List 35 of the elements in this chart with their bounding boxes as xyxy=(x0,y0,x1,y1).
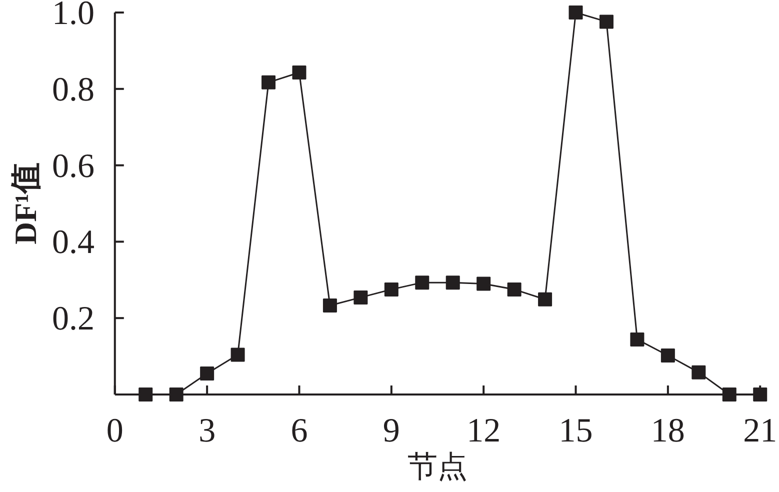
point xyxy=(630,332,644,346)
point xyxy=(568,6,583,20)
point xyxy=(722,387,736,402)
point xyxy=(230,348,245,362)
y-tick-label: 1.0 xyxy=(52,0,94,32)
point xyxy=(538,292,552,306)
point xyxy=(169,387,184,402)
point xyxy=(384,282,398,296)
point xyxy=(354,290,368,304)
y-tick-label: 0.2 xyxy=(52,300,94,338)
point xyxy=(138,387,153,402)
x-tick-label: 0 xyxy=(106,412,124,450)
y-tick-label: 0.8 xyxy=(52,71,94,108)
y-axis-title: DF¹值 xyxy=(8,162,43,244)
x-tick-label: 18 xyxy=(650,412,685,450)
x-tick-label: 6 xyxy=(290,412,308,450)
point xyxy=(200,366,214,380)
point xyxy=(262,75,276,90)
x-tick-label: 3 xyxy=(198,412,216,450)
x-axis-title: 节点 xyxy=(408,450,468,484)
y-tick-label: 0.6 xyxy=(52,148,94,185)
point xyxy=(507,282,522,296)
point xyxy=(446,276,460,290)
point xyxy=(415,276,430,290)
point xyxy=(476,276,491,291)
x-tick-label: 12 xyxy=(466,412,501,450)
x-tick-label: 9 xyxy=(382,412,400,450)
point xyxy=(599,14,614,29)
point xyxy=(660,348,675,363)
point xyxy=(322,298,337,312)
y-tick-label: 0.4 xyxy=(52,224,94,262)
point xyxy=(692,365,706,380)
x-tick-label: 15 xyxy=(558,412,593,450)
point xyxy=(292,65,306,80)
x-tick-label: 21 xyxy=(743,412,778,450)
